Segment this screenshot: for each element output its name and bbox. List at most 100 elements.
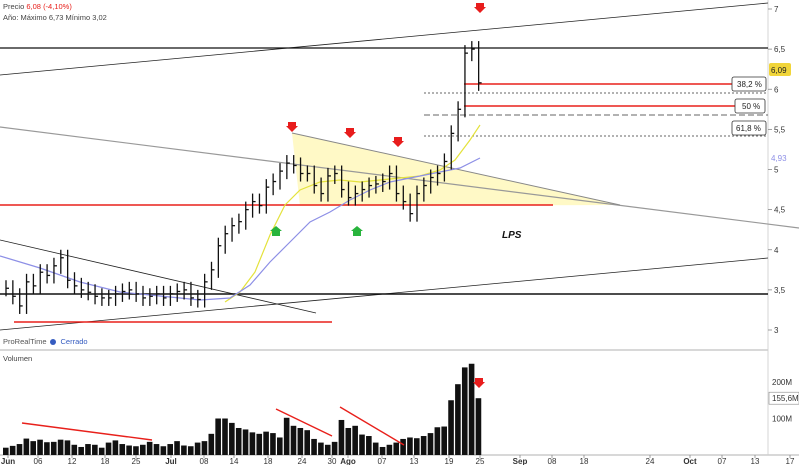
- ma-fast-line: [224, 124, 481, 303]
- volume-bar: [181, 445, 187, 455]
- upper-channel-line: [0, 2, 769, 76]
- status-label: Cerrado: [60, 337, 88, 346]
- volume-bar: [420, 436, 427, 455]
- volume-tick-label: 200M: [772, 378, 792, 387]
- volume-trend-2: [275, 408, 333, 437]
- volume-bar: [297, 427, 304, 455]
- time-tick-label: Jul: [165, 457, 177, 465]
- volume-bar: [400, 438, 406, 455]
- price-tick-label: 6,5: [774, 45, 786, 54]
- volume-bar: [229, 422, 235, 455]
- volume-bar: [50, 441, 57, 455]
- volume-bars: [3, 363, 482, 455]
- price-label: Precio: [3, 2, 25, 11]
- volume-bar: [133, 446, 139, 455]
- time-tick-label: 24: [298, 457, 307, 465]
- source-label: ProRealTime: [3, 337, 47, 346]
- volume-bar: [222, 418, 228, 455]
- time-tick-label: 14: [230, 457, 239, 465]
- volume-bar: [311, 438, 317, 455]
- volume-tick-label: 100M: [772, 415, 792, 424]
- volume-bar: [153, 444, 160, 455]
- price-tick-label: 7: [774, 5, 779, 14]
- fib-382-box: [731, 76, 767, 92]
- volume-bar: [92, 444, 98, 455]
- volume-last-tag: [768, 391, 799, 405]
- arrow-up-icon: [270, 226, 282, 236]
- volume-bar: [393, 442, 400, 455]
- price-tick-label: 3,5: [774, 286, 786, 295]
- price-axis: 7 6,5 6 5,5 5 4,5 4 3,5 3: [768, 5, 786, 335]
- time-tick-label: 18: [264, 457, 273, 465]
- time-tick-label: Sep: [513, 457, 528, 465]
- volume-trend-1: [21, 422, 153, 441]
- time-tick-label: 08: [548, 457, 557, 465]
- price-tick-label: 5: [774, 166, 779, 175]
- volume-bar: [256, 433, 263, 455]
- volume-bar: [208, 433, 215, 455]
- volume-bar: [338, 419, 345, 455]
- volume-bar: [64, 440, 71, 455]
- volume-bar: [372, 442, 379, 455]
- time-tick-label: Ago: [340, 457, 356, 465]
- volume-bar: [194, 442, 201, 455]
- volume-bar: [119, 444, 126, 455]
- fib-382-label: 38,2 %: [737, 80, 762, 89]
- volume-bar: [468, 363, 475, 455]
- arrow-down-icon: [344, 128, 356, 138]
- volume-bar: [23, 438, 30, 455]
- volume-bar: [414, 438, 420, 455]
- arrow-down-icon: [473, 378, 485, 388]
- volume-bar: [270, 433, 276, 455]
- volume-bar: [283, 417, 290, 455]
- volume-bar: [304, 430, 310, 455]
- volume-bar: [455, 384, 461, 455]
- arrow-down-icon: [474, 3, 486, 13]
- last-price-label: 6,09: [771, 66, 787, 75]
- volume-bar: [441, 426, 447, 455]
- volume-bar: [112, 440, 119, 455]
- volume-bar: [352, 425, 358, 455]
- year-range: Año: Máximo 6,73 Mínimo 3,02: [3, 13, 107, 22]
- price-tick-label: 4: [774, 246, 779, 255]
- volume-bar: [331, 441, 338, 455]
- volume-bar: [98, 447, 105, 455]
- time-tick-label: 12: [68, 457, 77, 465]
- volume-bar: [427, 433, 434, 455]
- price-change: (-4,10%): [43, 2, 72, 11]
- price-value: 6,08: [26, 2, 41, 11]
- status-bar: ProRealTime Cerrado: [3, 337, 88, 346]
- volume-bar: [16, 444, 23, 455]
- time-tick-label: 25: [476, 457, 485, 465]
- volume-bar: [242, 429, 249, 455]
- time-tick-label: 30: [328, 457, 337, 465]
- volume-bar: [105, 442, 112, 455]
- volume-bar: [235, 427, 242, 455]
- volume-bar: [407, 437, 413, 455]
- fib-618-box: [731, 120, 767, 136]
- signal-arrows: [270, 3, 486, 388]
- volume-bar: [290, 425, 297, 455]
- volume-bar: [448, 400, 454, 455]
- price-tick-label: 3: [774, 326, 779, 335]
- volume-bar: [379, 446, 386, 455]
- ma-slow-line: [0, 157, 481, 301]
- volume-bar: [461, 367, 468, 455]
- volume-bar: [78, 446, 84, 455]
- time-tick-label: 13: [751, 457, 760, 465]
- time-tick-label: 18: [580, 457, 589, 465]
- volume-bar: [160, 446, 167, 455]
- volume-bar: [30, 441, 36, 455]
- last-price-tag: [769, 63, 791, 76]
- volume-bar: [71, 444, 78, 455]
- early-downtrend-line: [0, 239, 317, 314]
- volume-bar: [263, 431, 269, 455]
- volume-bar: [345, 427, 352, 455]
- time-tick-label: Jun: [1, 457, 15, 465]
- lps-annotation: LPS: [502, 230, 522, 241]
- time-tick-label: 17: [786, 457, 795, 465]
- volume-bar: [37, 439, 43, 455]
- time-tick-label: 19: [445, 457, 454, 465]
